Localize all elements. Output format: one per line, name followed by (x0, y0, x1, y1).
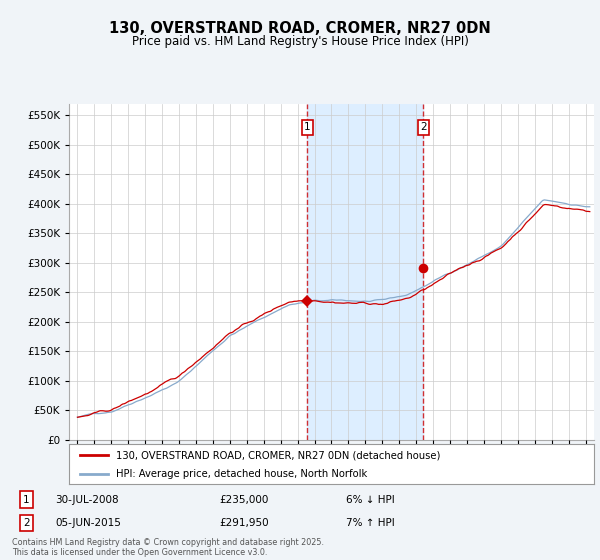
Text: 1: 1 (304, 122, 311, 132)
Text: 130, OVERSTRAND ROAD, CROMER, NR27 0DN: 130, OVERSTRAND ROAD, CROMER, NR27 0DN (109, 21, 491, 36)
Text: 2: 2 (420, 122, 427, 132)
Text: 1: 1 (23, 494, 30, 505)
Text: Price paid vs. HM Land Registry's House Price Index (HPI): Price paid vs. HM Land Registry's House … (131, 35, 469, 48)
Text: HPI: Average price, detached house, North Norfolk: HPI: Average price, detached house, Nort… (116, 469, 367, 479)
Text: 05-JUN-2015: 05-JUN-2015 (55, 518, 121, 528)
Text: Contains HM Land Registry data © Crown copyright and database right 2025.
This d: Contains HM Land Registry data © Crown c… (12, 538, 324, 557)
Text: £291,950: £291,950 (220, 518, 269, 528)
Text: 7% ↑ HPI: 7% ↑ HPI (346, 518, 395, 528)
Bar (307, 104, 424, 440)
Text: 6% ↓ HPI: 6% ↓ HPI (346, 494, 395, 505)
Text: £235,000: £235,000 (220, 494, 269, 505)
Text: 30-JUL-2008: 30-JUL-2008 (55, 494, 119, 505)
Text: 2: 2 (23, 518, 30, 528)
Text: 130, OVERSTRAND ROAD, CROMER, NR27 0DN (detached house): 130, OVERSTRAND ROAD, CROMER, NR27 0DN (… (116, 450, 440, 460)
